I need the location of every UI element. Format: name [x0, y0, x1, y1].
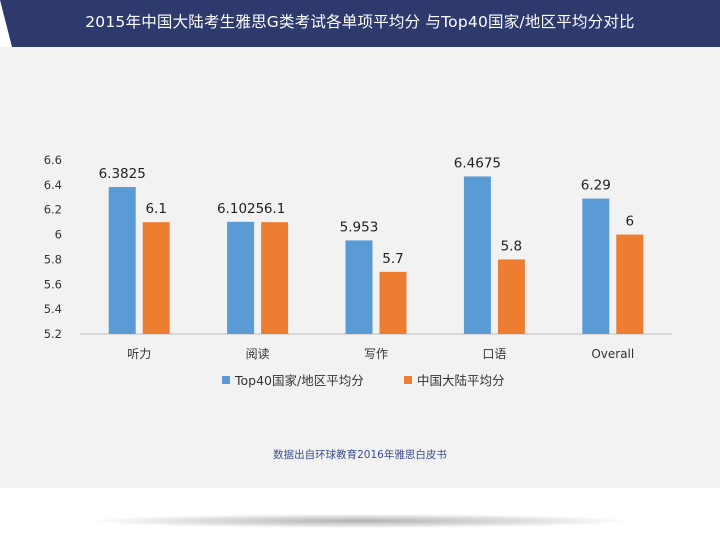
bar	[463, 176, 491, 334]
data-label: 6.1	[264, 201, 285, 217]
legend-label: 中国大陆平均分	[417, 373, 505, 388]
x-tick-label: 写作	[364, 347, 388, 361]
y-tick-label: 6.4	[44, 178, 62, 192]
data-label: 6.1	[145, 201, 166, 217]
legend-swatch	[404, 376, 412, 384]
y-tick-label: 5.4	[44, 302, 62, 316]
data-label: 6.3825	[99, 166, 146, 182]
bar	[345, 240, 373, 334]
bar	[142, 222, 170, 334]
data-label: 6	[626, 214, 635, 230]
x-tick-label: 阅读	[246, 347, 270, 361]
chart-panel: 5.2 5.4 5.6 5.8 6 6.2 6.4 6.6 6.3825 6.1 听力 6.1025 6…	[0, 47, 720, 488]
data-label: 6.1025	[217, 201, 264, 217]
header-banner: 2015年中国大陆考生雅思G类考试各单项平均分 与Top40国家/地区平均分对比	[0, 0, 720, 47]
y-tick-label: 6.2	[44, 203, 62, 217]
bar	[261, 222, 289, 334]
x-tick-label: Overall	[591, 347, 634, 361]
y-tick-label: 5.2	[44, 327, 62, 341]
data-label: 5.7	[382, 251, 403, 267]
data-label: 6.4675	[454, 155, 501, 171]
legend-label: Top40国家/地区平均分	[234, 373, 364, 388]
data-label: 5.8	[501, 238, 522, 254]
bar	[379, 271, 407, 334]
data-label: 6.29	[581, 178, 611, 194]
bar	[227, 221, 255, 334]
x-tick-label: 口语	[482, 347, 506, 361]
bar	[616, 234, 644, 334]
bar	[108, 187, 136, 334]
x-tick-label: 听力	[127, 347, 151, 361]
legend-swatch	[222, 376, 230, 384]
source-note: 数据出自环球教育2016年雅思白皮书	[273, 448, 447, 461]
data-label: 5.953	[340, 219, 379, 235]
y-tick-label: 6	[55, 228, 62, 242]
bar	[497, 259, 525, 334]
panel-shadow	[90, 514, 630, 528]
header-banner-shape	[0, 0, 720, 47]
bar	[582, 198, 610, 334]
y-tick-label: 5.6	[44, 277, 62, 291]
y-tick-label: 6.6	[44, 153, 62, 167]
y-tick-label: 5.8	[44, 252, 62, 266]
chart-title: 2015年中国大陆考生雅思G类考试各单项平均分 与Top40国家/地区平均分对比	[85, 13, 635, 31]
